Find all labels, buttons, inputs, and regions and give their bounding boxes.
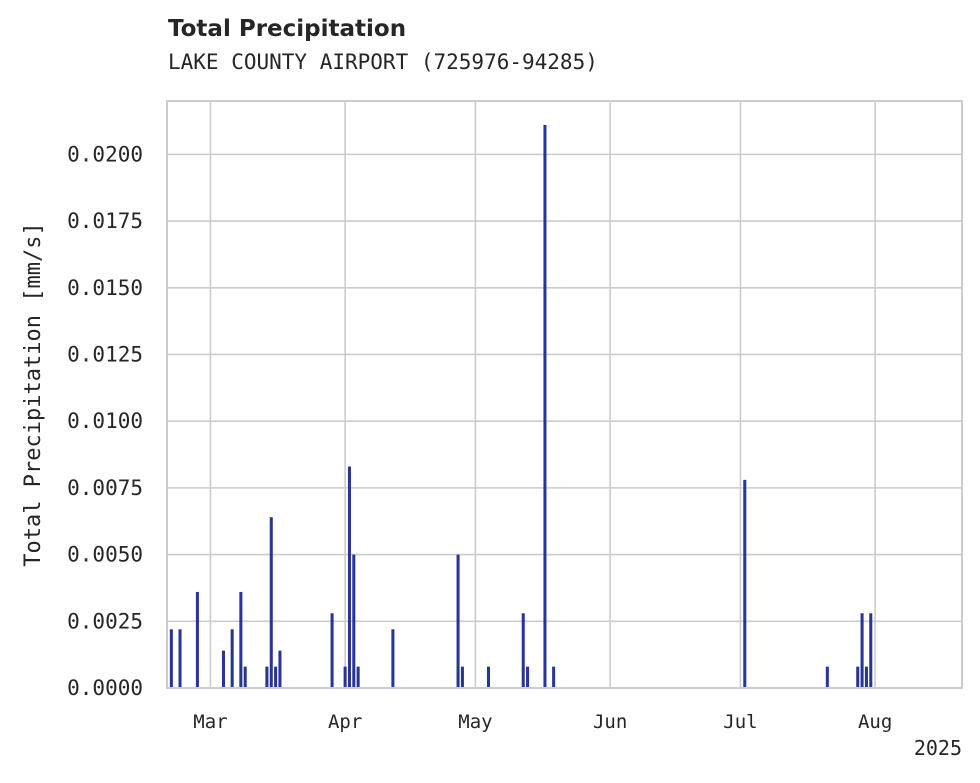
- x-tick-label: Jul: [723, 711, 757, 733]
- bar: [552, 666, 556, 688]
- y-tick-label: 0.0025: [67, 609, 143, 633]
- bar: [195, 591, 199, 688]
- y-axis-label: Total Precipitation [mm/s]: [21, 222, 46, 566]
- y-tick-label: 0.0000: [67, 676, 143, 700]
- y-tick-label: 0.0150: [67, 276, 143, 300]
- bar: [274, 666, 278, 688]
- plot-frame: [166, 100, 963, 689]
- bar: [356, 666, 360, 688]
- y-tick-label: 0.0050: [67, 543, 143, 567]
- bar: [860, 613, 864, 688]
- x-offset-label: 2025: [914, 736, 962, 760]
- bar: [543, 125, 547, 689]
- bar: [330, 613, 334, 688]
- bar: [230, 629, 234, 688]
- y-tick-label: 0.0175: [67, 209, 143, 233]
- chart-subtitle: LAKE COUNTY AIRPORT (725976-94285): [168, 50, 598, 74]
- bar: [265, 666, 269, 688]
- chart-title: Total Precipitation: [168, 16, 407, 42]
- bar: [343, 666, 347, 688]
- x-tick-label: Mar: [193, 711, 227, 733]
- bar: [856, 666, 860, 688]
- bar: [743, 479, 747, 688]
- bar: [456, 554, 460, 688]
- y-tick-label: 0.0125: [67, 342, 143, 366]
- bar: [460, 666, 464, 688]
- bar: [169, 629, 173, 688]
- bar: [526, 666, 530, 688]
- bar: [278, 650, 282, 688]
- bar: [269, 517, 273, 688]
- bar: [391, 629, 395, 688]
- bar: [825, 666, 829, 688]
- bar: [221, 650, 225, 688]
- bar: [352, 554, 356, 688]
- bar: [869, 613, 873, 688]
- x-tick-label: Apr: [328, 711, 362, 733]
- bar: [521, 613, 525, 688]
- x-tick-label: May: [458, 711, 492, 733]
- bar: [243, 666, 247, 688]
- bar: [347, 466, 351, 688]
- y-tick-label: 0.0075: [67, 476, 143, 500]
- bar: [239, 591, 243, 688]
- bar: [486, 666, 490, 688]
- y-tick-label: 0.0200: [67, 142, 143, 166]
- y-tick-label: 0.0100: [67, 409, 143, 433]
- bar: [178, 629, 182, 688]
- bar: [864, 666, 868, 688]
- x-tick-label: Jun: [593, 711, 627, 733]
- x-tick-label: Aug: [858, 711, 892, 733]
